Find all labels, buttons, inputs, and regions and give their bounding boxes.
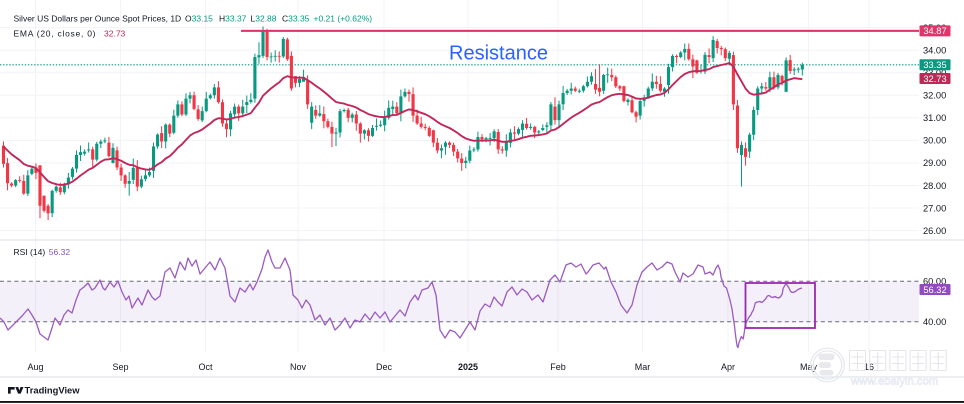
svg-text:33.35: 33.35 — [923, 60, 946, 70]
svg-text:56.32: 56.32 — [49, 247, 71, 257]
svg-text:32.73: 32.73 — [923, 74, 946, 84]
svg-text:34.00: 34.00 — [923, 46, 946, 56]
svg-text:60.00: 60.00 — [923, 277, 946, 287]
svg-text:Silver US Dollars per Ounce Sp: Silver US Dollars per Ounce Spot Prices,… — [14, 14, 182, 24]
svg-text:16: 16 — [864, 362, 874, 372]
svg-text:TradingView: TradingView — [25, 385, 81, 396]
svg-text:O33.15: O33.15 — [185, 14, 213, 24]
svg-text:40.00: 40.00 — [923, 317, 946, 327]
svg-text:27.00: 27.00 — [923, 203, 946, 213]
svg-text:EMA (20, close, 0): EMA (20, close, 0) — [14, 28, 96, 38]
svg-text:31.00: 31.00 — [923, 113, 946, 123]
svg-text:Nov: Nov — [290, 362, 307, 372]
svg-text:26.00: 26.00 — [923, 226, 946, 236]
svg-text:L32.88: L32.88 — [251, 14, 277, 24]
svg-text:Feb: Feb — [550, 362, 566, 372]
svg-text:Apr: Apr — [721, 362, 735, 372]
svg-text:Aug: Aug — [27, 362, 43, 372]
svg-text:32.00: 32.00 — [923, 91, 946, 101]
svg-text:56.32: 56.32 — [923, 285, 946, 295]
svg-text:RSI (14): RSI (14) — [14, 247, 46, 257]
svg-text:30.00: 30.00 — [923, 136, 946, 146]
svg-text:Sep: Sep — [112, 362, 128, 372]
svg-text:29.00: 29.00 — [923, 158, 946, 168]
svg-text:C33.35: C33.35 — [282, 14, 310, 24]
svg-text:Mar: Mar — [635, 362, 651, 372]
svg-text:H33.37: H33.37 — [219, 14, 247, 24]
svg-text:2025: 2025 — [458, 362, 478, 372]
svg-text:Resistance: Resistance — [449, 42, 548, 64]
svg-text:May: May — [800, 362, 818, 372]
svg-text:32.73: 32.73 — [104, 28, 126, 38]
svg-text:Dec: Dec — [376, 362, 393, 372]
svg-text:34.87: 34.87 — [923, 26, 946, 36]
svg-text:+0.21 (+0.62%): +0.21 (+0.62%) — [314, 14, 373, 24]
svg-text:28.00: 28.00 — [923, 181, 946, 191]
svg-text:Oct: Oct — [198, 362, 213, 372]
svg-text:www.ebaiyin.com: www.ebaiyin.com — [850, 376, 938, 388]
